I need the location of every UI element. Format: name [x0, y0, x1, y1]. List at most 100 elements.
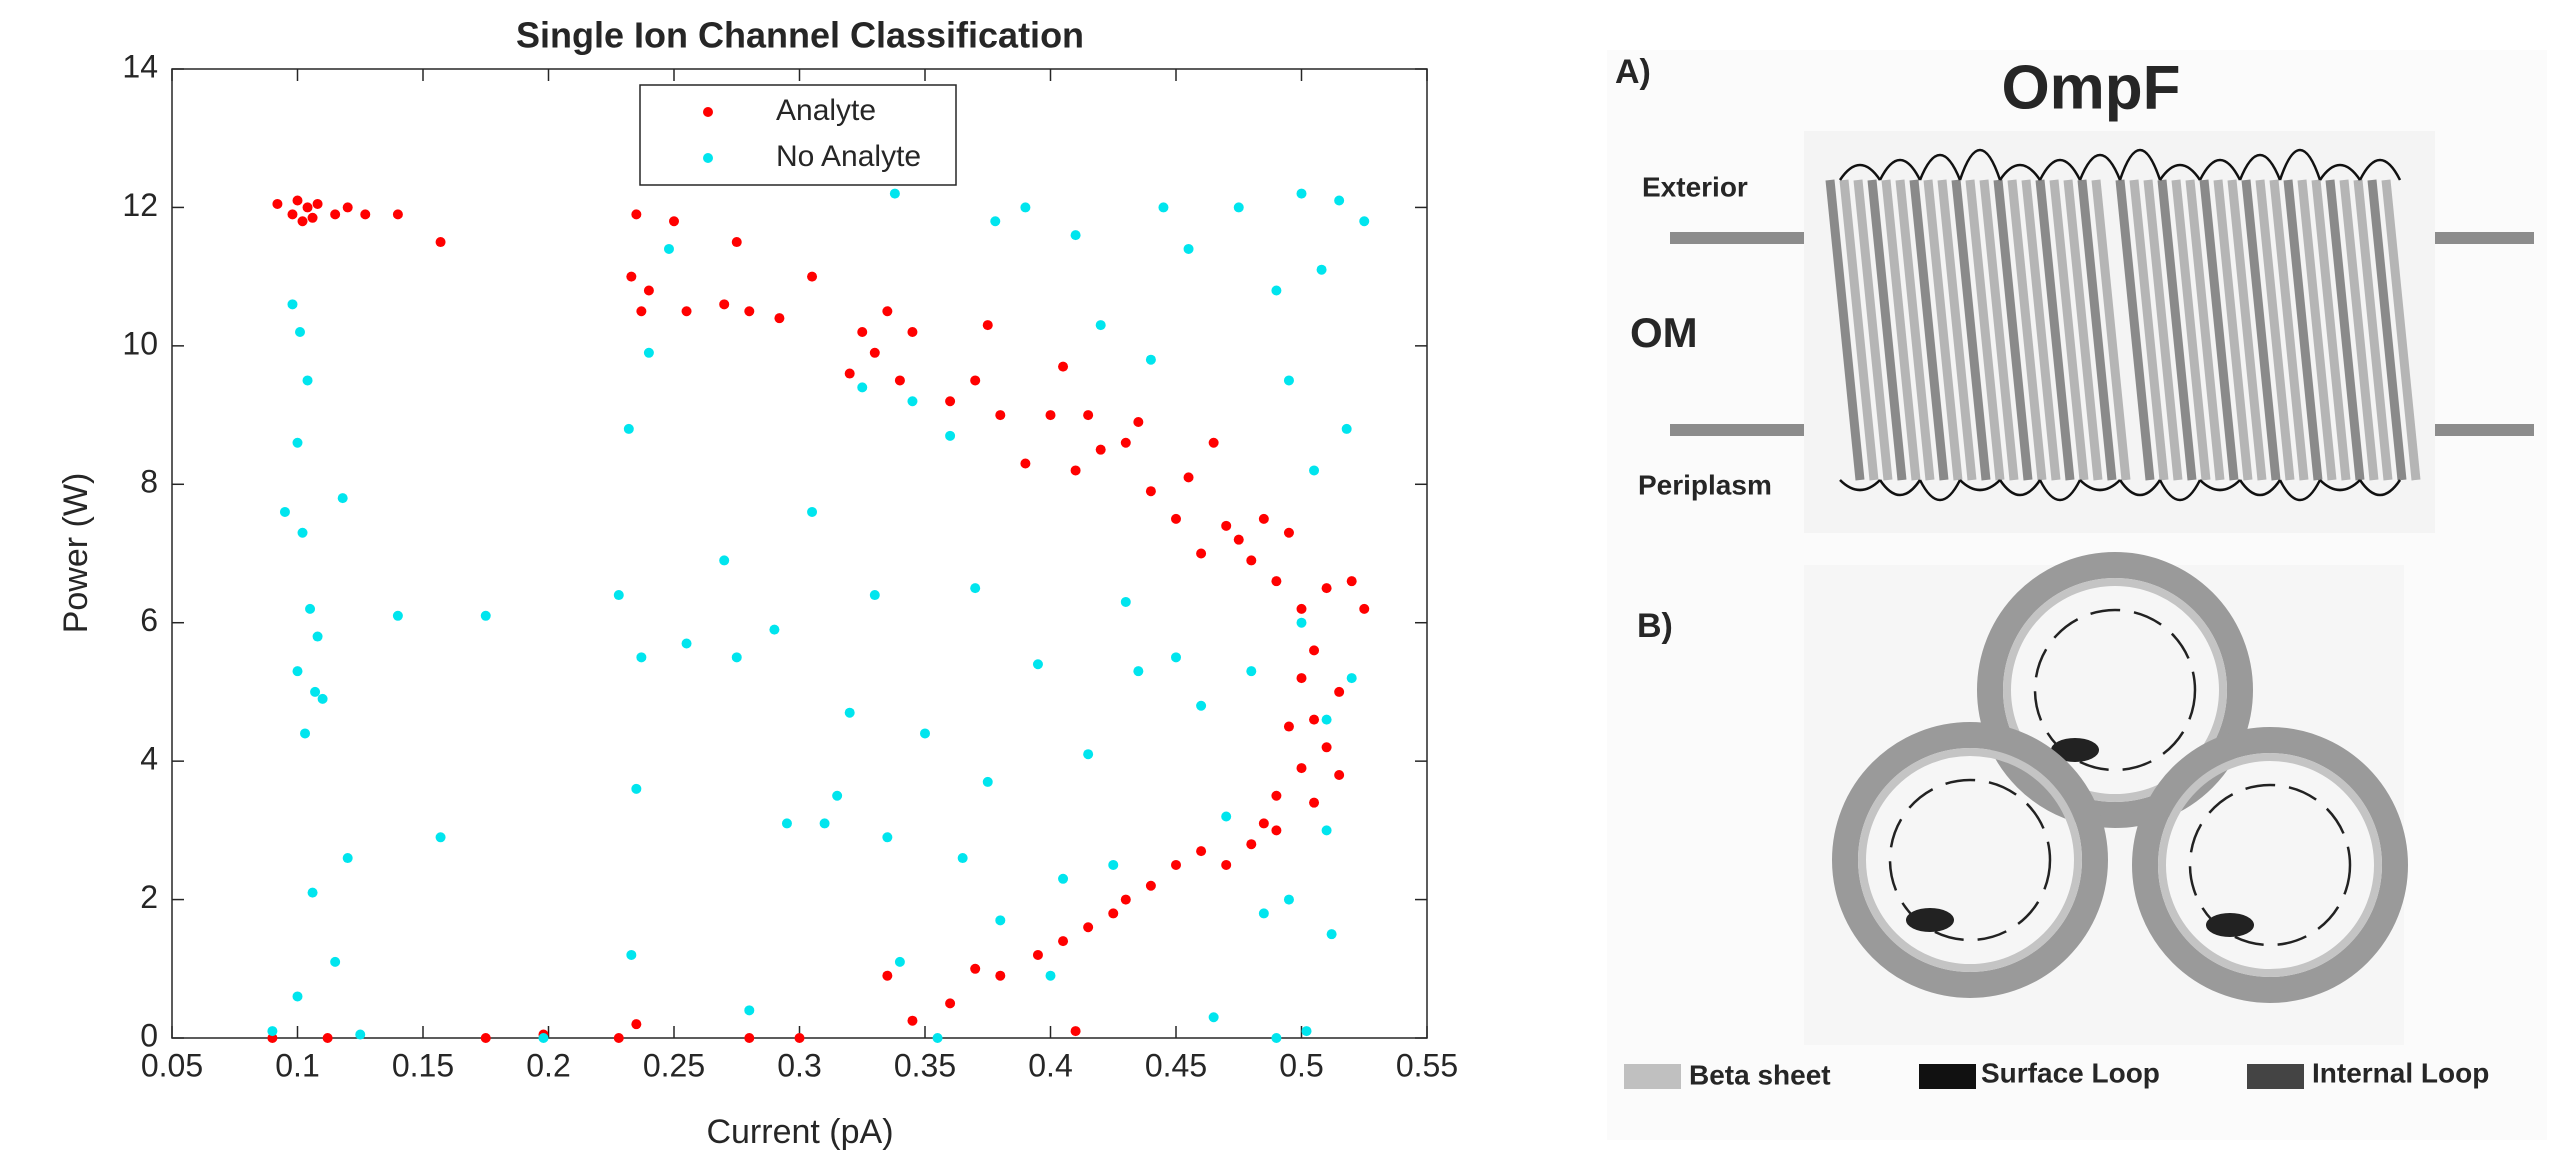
y-tick-label: 2	[140, 879, 158, 915]
x-tick-label: 0.15	[392, 1047, 454, 1083]
point	[889, 188, 900, 199]
y-tick-label: 10	[122, 325, 158, 361]
point	[267, 1033, 278, 1043]
point	[302, 202, 313, 213]
point	[894, 956, 905, 967]
helix	[2051, 738, 2099, 762]
point	[305, 603, 316, 614]
point	[774, 313, 785, 324]
loop	[1878, 158, 1922, 181]
point	[307, 212, 318, 223]
loop	[1959, 479, 2001, 492]
point	[1032, 659, 1043, 670]
point	[1208, 1012, 1219, 1023]
beta-strand	[2297, 179, 2337, 481]
point	[957, 853, 968, 864]
point	[1020, 202, 1031, 213]
point	[990, 216, 1001, 227]
point	[297, 216, 308, 227]
x-tick-label: 0.55	[1396, 1047, 1458, 1083]
point	[1271, 1033, 1282, 1043]
beta-strand	[1951, 179, 1991, 481]
point	[945, 396, 956, 407]
point	[882, 306, 893, 317]
legend-label: No Analyte	[776, 140, 921, 173]
point	[1271, 825, 1282, 836]
periplasm-label: Periplasm	[1638, 469, 1772, 500]
point	[297, 527, 308, 538]
barrel-inner	[1858, 748, 2082, 972]
beta-strand	[1839, 179, 1879, 481]
point	[731, 237, 742, 248]
legend-label: Internal Loop	[2312, 1057, 2489, 1088]
point	[794, 1033, 805, 1043]
beta-strand	[2063, 179, 2103, 481]
point	[307, 887, 318, 898]
point	[310, 686, 321, 697]
point	[663, 243, 674, 254]
point	[538, 1033, 549, 1043]
point	[1346, 576, 1357, 587]
point	[1108, 859, 1119, 870]
barrel-inner	[2003, 578, 2227, 802]
point	[1316, 264, 1327, 275]
point	[1258, 818, 1269, 829]
x-tick-label: 0.4	[1028, 1047, 1072, 1083]
beta-strand	[1965, 179, 2005, 481]
point	[643, 347, 654, 358]
point	[1271, 790, 1282, 801]
point	[882, 832, 893, 843]
beta-strand	[2311, 179, 2351, 481]
point	[1133, 416, 1144, 427]
point	[1171, 652, 1181, 663]
point	[322, 1033, 333, 1043]
point	[1045, 970, 1056, 981]
point	[1221, 811, 1232, 822]
point	[807, 506, 818, 517]
loop	[1958, 148, 2002, 181]
point	[636, 652, 647, 663]
beta-strand	[2129, 179, 2169, 481]
point	[681, 306, 692, 317]
barrel	[1977, 552, 2253, 828]
point	[1334, 195, 1345, 206]
beta-strand	[1993, 179, 2033, 481]
point	[295, 327, 306, 338]
structure-panel: A) OmpF Exterior OM Periplasm B) Beta sh…	[1607, 50, 2547, 1140]
y-axis-label: Power (W)	[57, 473, 95, 634]
loop	[2118, 148, 2162, 181]
loop	[2118, 479, 2162, 497]
beta-strand	[2143, 179, 2183, 481]
loop	[1918, 153, 1962, 181]
point	[995, 915, 1006, 926]
point	[317, 693, 328, 704]
point	[719, 555, 730, 566]
point	[1271, 576, 1282, 587]
point	[945, 998, 956, 1009]
beta-strand	[1853, 179, 1893, 481]
point	[731, 652, 742, 663]
point	[1321, 825, 1332, 836]
loop	[2198, 158, 2242, 181]
point	[1108, 908, 1119, 919]
point	[681, 638, 692, 649]
point	[1120, 596, 1131, 607]
point	[360, 209, 371, 220]
point	[907, 1015, 918, 1026]
beta-strand	[1881, 179, 1921, 481]
point	[1309, 645, 1320, 656]
beta-strand	[2171, 179, 2211, 481]
point	[744, 1005, 755, 1016]
point	[342, 202, 353, 213]
point	[1120, 894, 1131, 905]
point	[1083, 749, 1094, 760]
point	[1058, 936, 1069, 947]
point	[1341, 423, 1352, 434]
beta-strand	[2115, 179, 2155, 481]
panel-b-label: B)	[1637, 607, 1673, 645]
point	[435, 237, 446, 248]
point	[857, 327, 868, 338]
point	[1196, 700, 1207, 711]
point	[1233, 202, 1244, 213]
loop	[1838, 163, 1882, 181]
